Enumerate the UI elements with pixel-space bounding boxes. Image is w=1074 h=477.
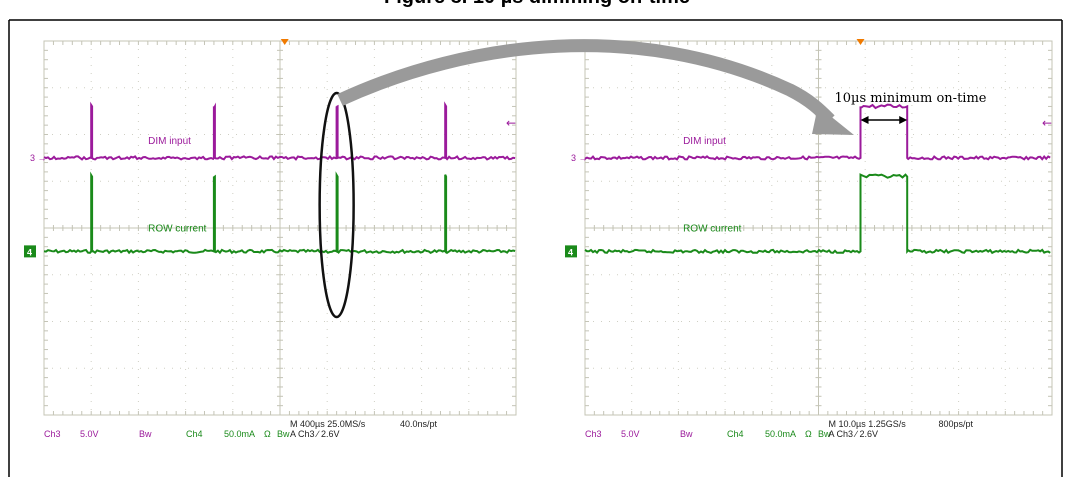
ch4-trace (584, 173, 1051, 255)
ch3-trace (584, 103, 1051, 161)
ch3-status-bandwidth: Bw (139, 429, 152, 439)
left-scope-panel: ← DIM input ROW current 3 → 4 Ch3 5.0V Bw Ch4 50.… (24, 39, 517, 439)
ch4-status-scale: 50.0mA (765, 429, 796, 439)
zoom-arrow-head (812, 106, 854, 135)
on-time-arrow-left (860, 116, 869, 124)
highlight-ellipse (318, 91, 355, 319)
ch3-status-name: Ch3 (44, 429, 61, 439)
ch4-ground-marker: 4 (568, 247, 573, 257)
ch4-ground-marker-badge (24, 245, 36, 258)
timebase-readout: M 400µs 25.0MS/s (290, 419, 366, 429)
trigger-readout: A Ch3 ∕ 2.6V (290, 429, 340, 439)
ch4-trace (43, 171, 516, 255)
ch4-ground-marker-badge (565, 245, 577, 258)
ch3-trace-label: DIM input (148, 136, 191, 147)
zoom-arrow-shaft (337, 39, 835, 125)
trigger-position-marker (856, 39, 865, 45)
trigger-level-marker: ← (1042, 116, 1052, 130)
ch4-status-bandwidth: Bw (818, 429, 831, 439)
ch4-status-impedance: Ω (805, 429, 812, 439)
ch3-status-bandwidth: Bw (680, 429, 693, 439)
ch3-status-scale: 5.0V (80, 429, 99, 439)
on-time-annotation: 10µs minimum on-time (835, 91, 987, 106)
on-time-arrow-right (899, 116, 908, 124)
ch3-status-name: Ch3 (585, 429, 602, 439)
ch4-status-name: Ch4 (727, 429, 744, 439)
trigger-readout: A Ch3 ∕ 2.6V (829, 429, 879, 439)
trigger-position-marker (280, 39, 289, 45)
ch4-trace-label: ROW current (148, 223, 207, 234)
ch3-ground-marker: 3 → (30, 153, 47, 163)
ch3-trace-label: DIM input (683, 136, 726, 147)
ch4-status-impedance: Ω (264, 429, 271, 439)
ch4-status-bandwidth: Bw (277, 429, 290, 439)
resolution-readout: 800ps/pt (939, 419, 974, 429)
trigger-level-marker: ← (506, 116, 516, 130)
ch4-status-scale: 50.0mA (224, 429, 255, 439)
ch3-ground-marker: 3 → (571, 153, 588, 163)
ch3-status-scale: 5.0V (621, 429, 640, 439)
timebase-readout: M 10.0µs 1.25GS/s (829, 419, 907, 429)
ch3-trace (43, 101, 516, 161)
ch4-trace-label: ROW current (683, 223, 742, 234)
right-scope-panel: ← DIM input ROW current 3 → 4 Ch3 5.0V Bw Ch4 50.… (565, 39, 1053, 439)
figure-title: Figure 8. 10 µs dimming on-time (0, 0, 1074, 9)
ch4-ground-marker: 4 (27, 247, 32, 257)
ch4-status-name: Ch4 (186, 429, 203, 439)
resolution-readout: 40.0ns/pt (400, 419, 438, 429)
